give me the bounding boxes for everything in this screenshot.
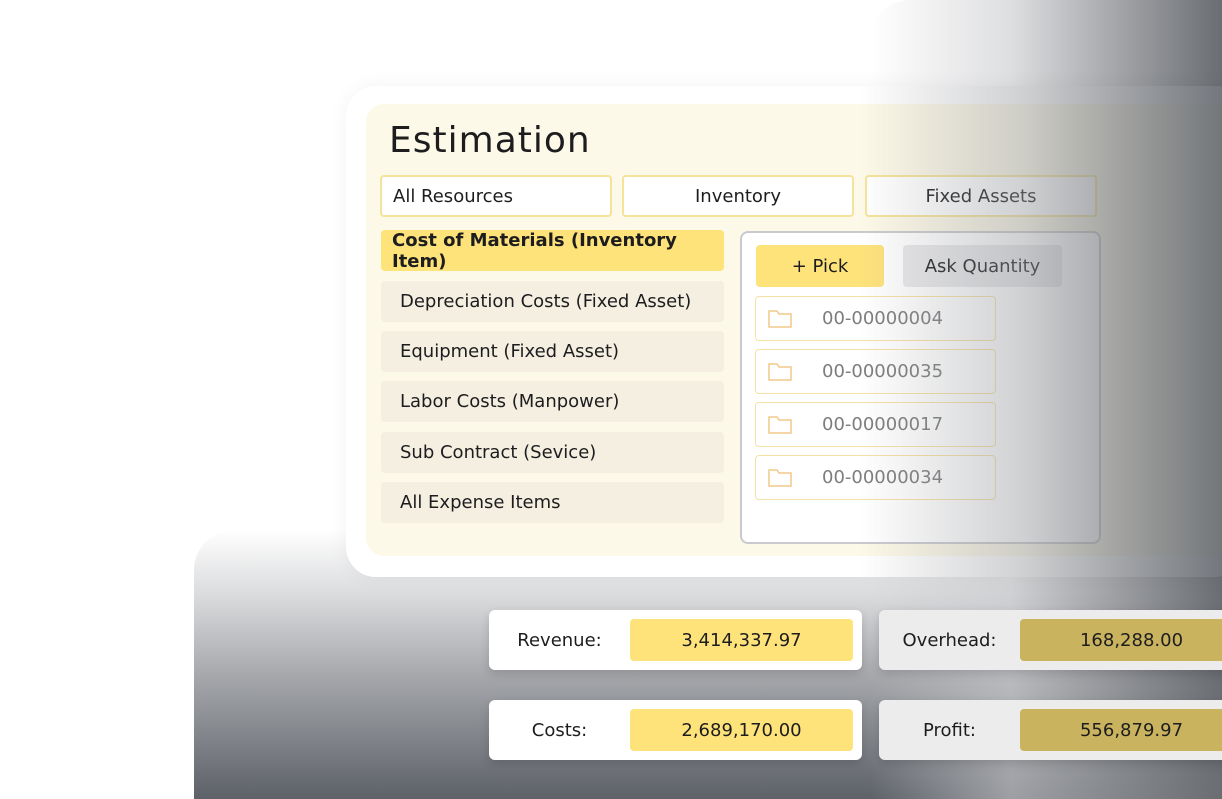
- record-code: 00-00000034: [822, 467, 944, 488]
- record-item[interactable]: 00-00000035: [755, 349, 996, 394]
- record-code: 00-00000017: [822, 414, 944, 435]
- profit-stat: Profit: 556,879.97: [879, 700, 1222, 760]
- record-item[interactable]: 00-00000017: [755, 402, 996, 447]
- folder-icon: [768, 362, 792, 381]
- category-equipment[interactable]: Equipment (Fixed Asset): [381, 331, 724, 372]
- record-item[interactable]: 00-00000034: [755, 455, 996, 500]
- category-sub-contract[interactable]: Sub Contract (Sevice): [381, 432, 724, 473]
- costs-label: Costs:: [531, 719, 588, 741]
- revenue-label: Revenue:: [517, 629, 602, 651]
- tab-all-resources[interactable]: All Resources: [380, 175, 612, 217]
- costs-value: 2,689,170.00: [630, 709, 853, 751]
- page-title: Estimation: [389, 120, 591, 161]
- record-item[interactable]: 00-00000004: [755, 296, 996, 341]
- overhead-stat: Overhead: 168,288.00: [879, 610, 1222, 670]
- category-cost-of-materials[interactable]: Cost of Materials (Inventory Item): [381, 230, 724, 272]
- overhead-value: 168,288.00: [1020, 619, 1222, 661]
- folder-icon: [768, 468, 792, 487]
- tab-inventory[interactable]: Inventory: [622, 175, 854, 217]
- profit-label: Profit:: [922, 719, 976, 741]
- record-code: 00-00000035: [822, 361, 944, 382]
- profit-value: 556,879.97: [1020, 709, 1222, 751]
- folder-icon: [768, 309, 792, 328]
- folder-icon: [768, 415, 792, 434]
- tab-fixed-assets[interactable]: Fixed Assets: [865, 175, 1097, 217]
- pick-button[interactable]: + Pick: [756, 245, 884, 287]
- category-labor-costs[interactable]: Labor Costs (Manpower): [381, 381, 724, 422]
- revenue-stat: Revenue: 3,414,337.97: [489, 610, 862, 670]
- ask-quantity-button[interactable]: Ask Quantity: [903, 245, 1062, 287]
- revenue-value: 3,414,337.97: [630, 619, 853, 661]
- costs-stat: Costs: 2,689,170.00: [489, 700, 862, 760]
- category-all-expense-items[interactable]: All Expense Items: [381, 482, 724, 523]
- category-depreciation-costs[interactable]: Depreciation Costs (Fixed Asset): [381, 281, 724, 322]
- record-code: 00-00000004: [822, 308, 944, 329]
- overhead-label: Overhead:: [902, 629, 997, 651]
